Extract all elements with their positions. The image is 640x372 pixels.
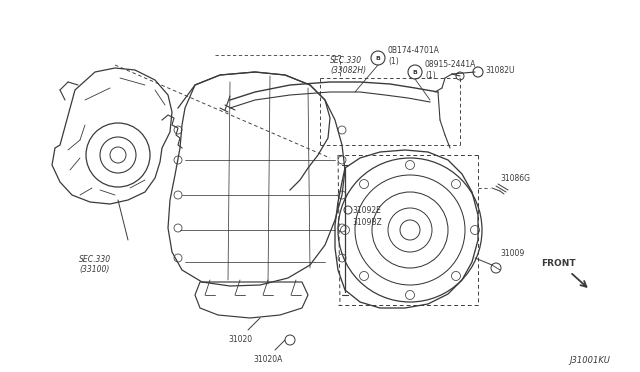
Text: 3109BZ: 3109BZ [352, 218, 381, 227]
Text: B: B [413, 70, 417, 74]
Text: SEC.330
(33100): SEC.330 (33100) [79, 255, 111, 275]
Text: FRONT: FRONT [541, 259, 575, 268]
Text: 31020: 31020 [228, 335, 252, 344]
Text: 31020A: 31020A [253, 355, 283, 364]
Text: 31086G: 31086G [500, 173, 530, 183]
Text: B: B [376, 55, 380, 61]
Text: 0B174-4701A
(1): 0B174-4701A (1) [388, 46, 440, 66]
Text: 31009: 31009 [500, 249, 524, 258]
Text: 08915-2441A
(1): 08915-2441A (1) [425, 60, 476, 80]
Text: SEC.330
(33082H): SEC.330 (33082H) [330, 55, 366, 75]
Text: 31092E: 31092E [352, 205, 381, 215]
Text: 31082U: 31082U [485, 65, 515, 74]
Text: J31001KU: J31001KU [569, 356, 610, 365]
